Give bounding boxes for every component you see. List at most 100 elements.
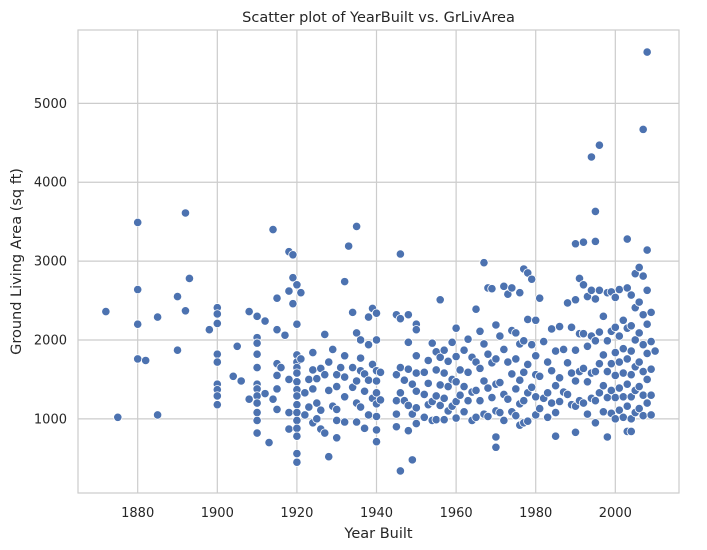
data-point — [288, 273, 298, 283]
data-point — [260, 316, 270, 326]
data-point — [578, 280, 589, 290]
data-point — [602, 336, 612, 346]
data-point — [487, 284, 497, 294]
x-axis-label: Year Built — [343, 526, 413, 542]
data-point — [451, 377, 461, 387]
data-point — [439, 393, 449, 403]
data-point — [598, 407, 608, 417]
data-point — [395, 314, 405, 324]
data-point — [483, 383, 493, 393]
data-point — [646, 307, 656, 317]
data-point — [355, 335, 366, 345]
data-point — [308, 365, 318, 375]
data-point — [582, 409, 593, 419]
data-point — [403, 364, 413, 374]
data-point — [638, 310, 648, 320]
data-point — [292, 280, 302, 290]
data-point — [626, 426, 636, 437]
data-point — [133, 319, 143, 329]
data-point — [646, 364, 656, 374]
data-point — [618, 344, 628, 354]
data-point — [427, 338, 437, 348]
data-point — [363, 340, 374, 350]
data-point — [511, 354, 521, 364]
data-point — [252, 338, 262, 348]
data-point — [562, 298, 573, 308]
data-point — [634, 357, 644, 367]
data-point — [459, 345, 469, 355]
data-point — [403, 337, 413, 347]
data-point — [578, 398, 589, 408]
data-point — [590, 294, 601, 304]
data-point — [252, 407, 262, 418]
data-point — [236, 376, 246, 386]
data-point — [312, 374, 322, 384]
data-point — [284, 286, 294, 296]
data-point — [471, 385, 481, 396]
data-point — [268, 224, 278, 235]
data-point — [332, 415, 342, 426]
data-point — [212, 357, 222, 367]
data-point — [403, 400, 413, 411]
y-tick-label: 4000 — [34, 176, 67, 191]
data-point — [451, 351, 461, 362]
data-point — [634, 328, 644, 338]
data-point — [634, 381, 644, 392]
data-point — [296, 354, 306, 364]
data-point — [547, 324, 557, 334]
data-point — [598, 311, 608, 321]
data-point — [371, 376, 382, 386]
data-point — [391, 396, 402, 406]
data-point — [113, 412, 123, 422]
data-point — [491, 442, 501, 452]
data-point — [487, 392, 497, 403]
data-point — [252, 349, 262, 359]
data-point — [395, 249, 405, 259]
x-tick-label: 1900 — [201, 506, 234, 521]
y-tick-label: 5000 — [34, 97, 67, 112]
data-point — [610, 414, 620, 424]
data-point — [288, 250, 298, 260]
data-point — [543, 388, 553, 398]
data-point — [527, 274, 537, 284]
data-point — [212, 318, 222, 329]
data-point — [590, 206, 601, 217]
data-point — [646, 410, 656, 420]
data-point — [459, 407, 469, 417]
data-point — [280, 330, 290, 340]
data-point — [180, 306, 191, 316]
data-point — [352, 221, 362, 232]
data-point — [363, 312, 374, 322]
data-point — [551, 346, 561, 356]
data-point — [244, 306, 254, 317]
data-point — [312, 398, 322, 408]
data-point — [539, 336, 549, 347]
data-point — [507, 283, 517, 293]
data-point — [172, 291, 183, 302]
data-point — [495, 407, 505, 418]
data-point — [499, 344, 509, 355]
data-point — [296, 288, 306, 298]
data-point — [642, 47, 652, 57]
data-point — [344, 241, 354, 251]
data-point — [292, 457, 302, 467]
data-point — [535, 404, 545, 414]
data-point — [419, 367, 429, 377]
y-tick-labels: 1000 2000 3000 4000 5000 — [34, 97, 67, 428]
data-point — [602, 366, 612, 377]
data-point — [391, 409, 402, 419]
data-point — [272, 293, 282, 303]
data-point — [507, 369, 517, 379]
y-axis-label: Ground Living Area (sq ft) — [9, 168, 25, 355]
data-point — [634, 404, 644, 414]
data-point — [355, 353, 366, 363]
data-point — [547, 366, 557, 376]
data-point — [232, 341, 242, 351]
data-point — [479, 258, 489, 268]
data-point — [566, 368, 577, 378]
data-point — [340, 351, 350, 361]
data-point — [371, 425, 382, 435]
y-tick-label: 3000 — [34, 255, 67, 270]
data-point — [252, 362, 262, 373]
data-point — [519, 396, 529, 406]
